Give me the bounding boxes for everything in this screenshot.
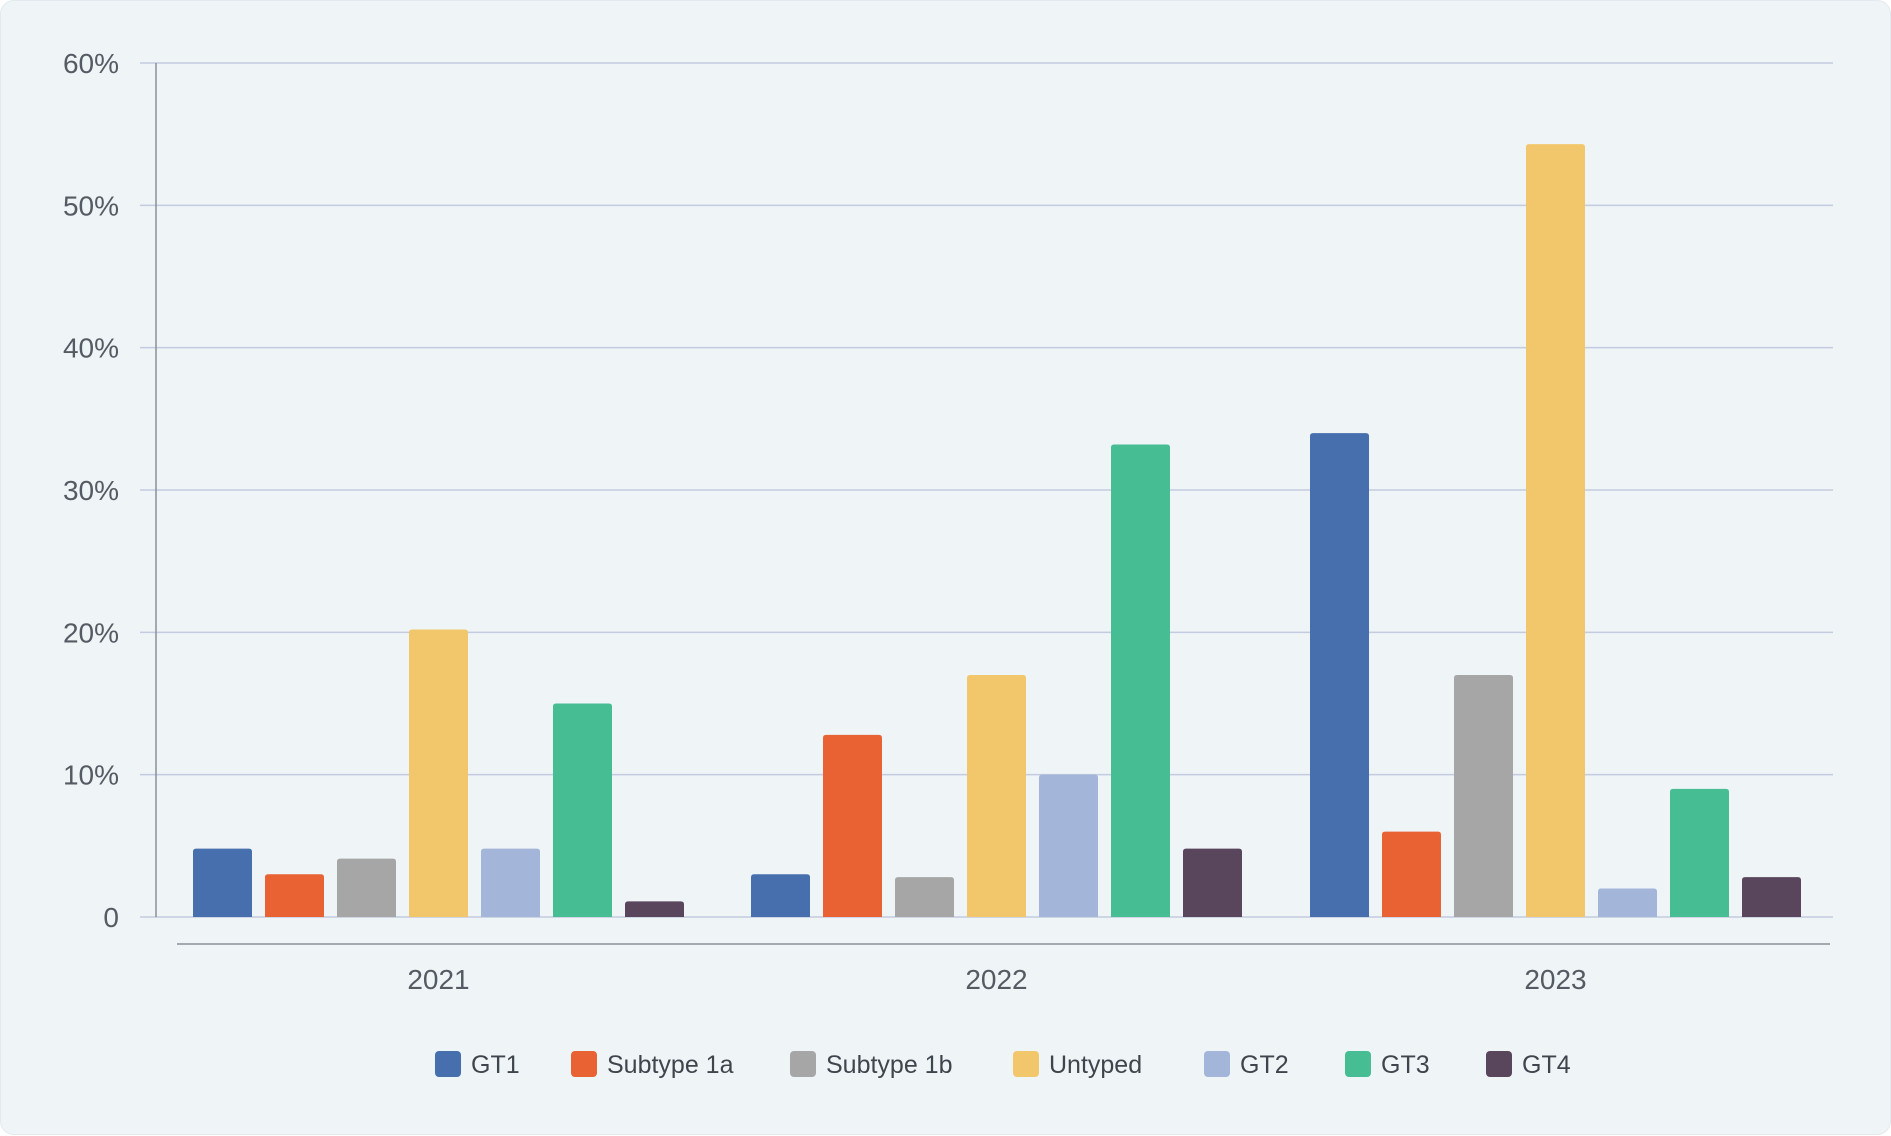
legend-item: Subtype 1a (571, 1051, 734, 1079)
x-axis-category-labels: 2021 2022 2023 (407, 964, 1586, 995)
legend-label: GT2 (1240, 1051, 1289, 1079)
y-tick-label: 20% (63, 617, 119, 648)
y-tick-label: 30% (63, 475, 119, 506)
bar-untyped-2023 (1526, 144, 1585, 917)
bar-gt2-2023 (1598, 888, 1657, 917)
legend-item: GT3 (1345, 1051, 1430, 1079)
x-category-label: 2022 (965, 964, 1027, 995)
legend-label: GT3 (1381, 1051, 1430, 1079)
legend-swatch (790, 1051, 816, 1077)
bar-subtype-1b-2021 (337, 858, 396, 917)
bar-subtype-1a-2023 (1382, 831, 1441, 917)
legend: GT1 Subtype 1a Subtype 1b Untyped GT2 GT3 GT4 (435, 1051, 1571, 1079)
y-tick-label: 50% (63, 190, 119, 221)
legend-item: GT1 (435, 1051, 520, 1079)
bar-gt2-2022 (1039, 774, 1098, 917)
y-axis-ticks: 0 10% 20% 30% 40% 50% 60% (63, 48, 119, 933)
y-tick-label: 60% (63, 48, 119, 79)
bar-gt3-2023 (1670, 788, 1729, 917)
bars (193, 144, 1801, 917)
legend-item: Subtype 1b (790, 1051, 953, 1079)
legend-swatch (435, 1051, 461, 1077)
bar-subtype-1a-2022 (823, 734, 882, 917)
legend-label: Subtype 1b (826, 1051, 953, 1079)
legend-label: GT1 (471, 1051, 520, 1079)
legend-item: Untyped (1013, 1051, 1142, 1079)
x-category-label: 2021 (407, 964, 469, 995)
bar-untyped-2022 (967, 675, 1026, 917)
legend-label: Untyped (1049, 1051, 1142, 1079)
bar-gt4-2022 (1183, 848, 1242, 917)
x-category-label: 2023 (1524, 964, 1586, 995)
legend-label: Subtype 1a (607, 1051, 734, 1079)
legend-label: GT4 (1522, 1051, 1571, 1079)
legend-item: GT4 (1486, 1051, 1571, 1079)
legend-swatch (1486, 1051, 1512, 1077)
bar-gt1-2022 (751, 874, 810, 917)
legend-swatch (571, 1051, 597, 1077)
bar-gt3-2021 (553, 703, 612, 917)
legend-item: GT2 (1204, 1051, 1289, 1079)
bar-gt4-2023 (1742, 877, 1801, 917)
bar-gt1-2023 (1310, 433, 1369, 917)
bar-gt1-2021 (193, 848, 252, 917)
bar-untyped-2021 (409, 629, 468, 917)
bar-subtype-1b-2022 (895, 877, 954, 917)
bar-gt3-2022 (1111, 444, 1170, 917)
bar-gt4-2021 (625, 901, 684, 917)
y-tick-label: 0 (103, 902, 119, 933)
legend-swatch (1345, 1051, 1371, 1077)
legend-swatch (1204, 1051, 1230, 1077)
y-tick-label: 40% (63, 333, 119, 364)
legend-swatch (1013, 1051, 1039, 1077)
bar-subtype-1a-2021 (265, 874, 324, 917)
y-tick-label: 10% (63, 760, 119, 791)
bar-gt2-2021 (481, 848, 540, 917)
bar-subtype-1b-2023 (1454, 675, 1513, 917)
